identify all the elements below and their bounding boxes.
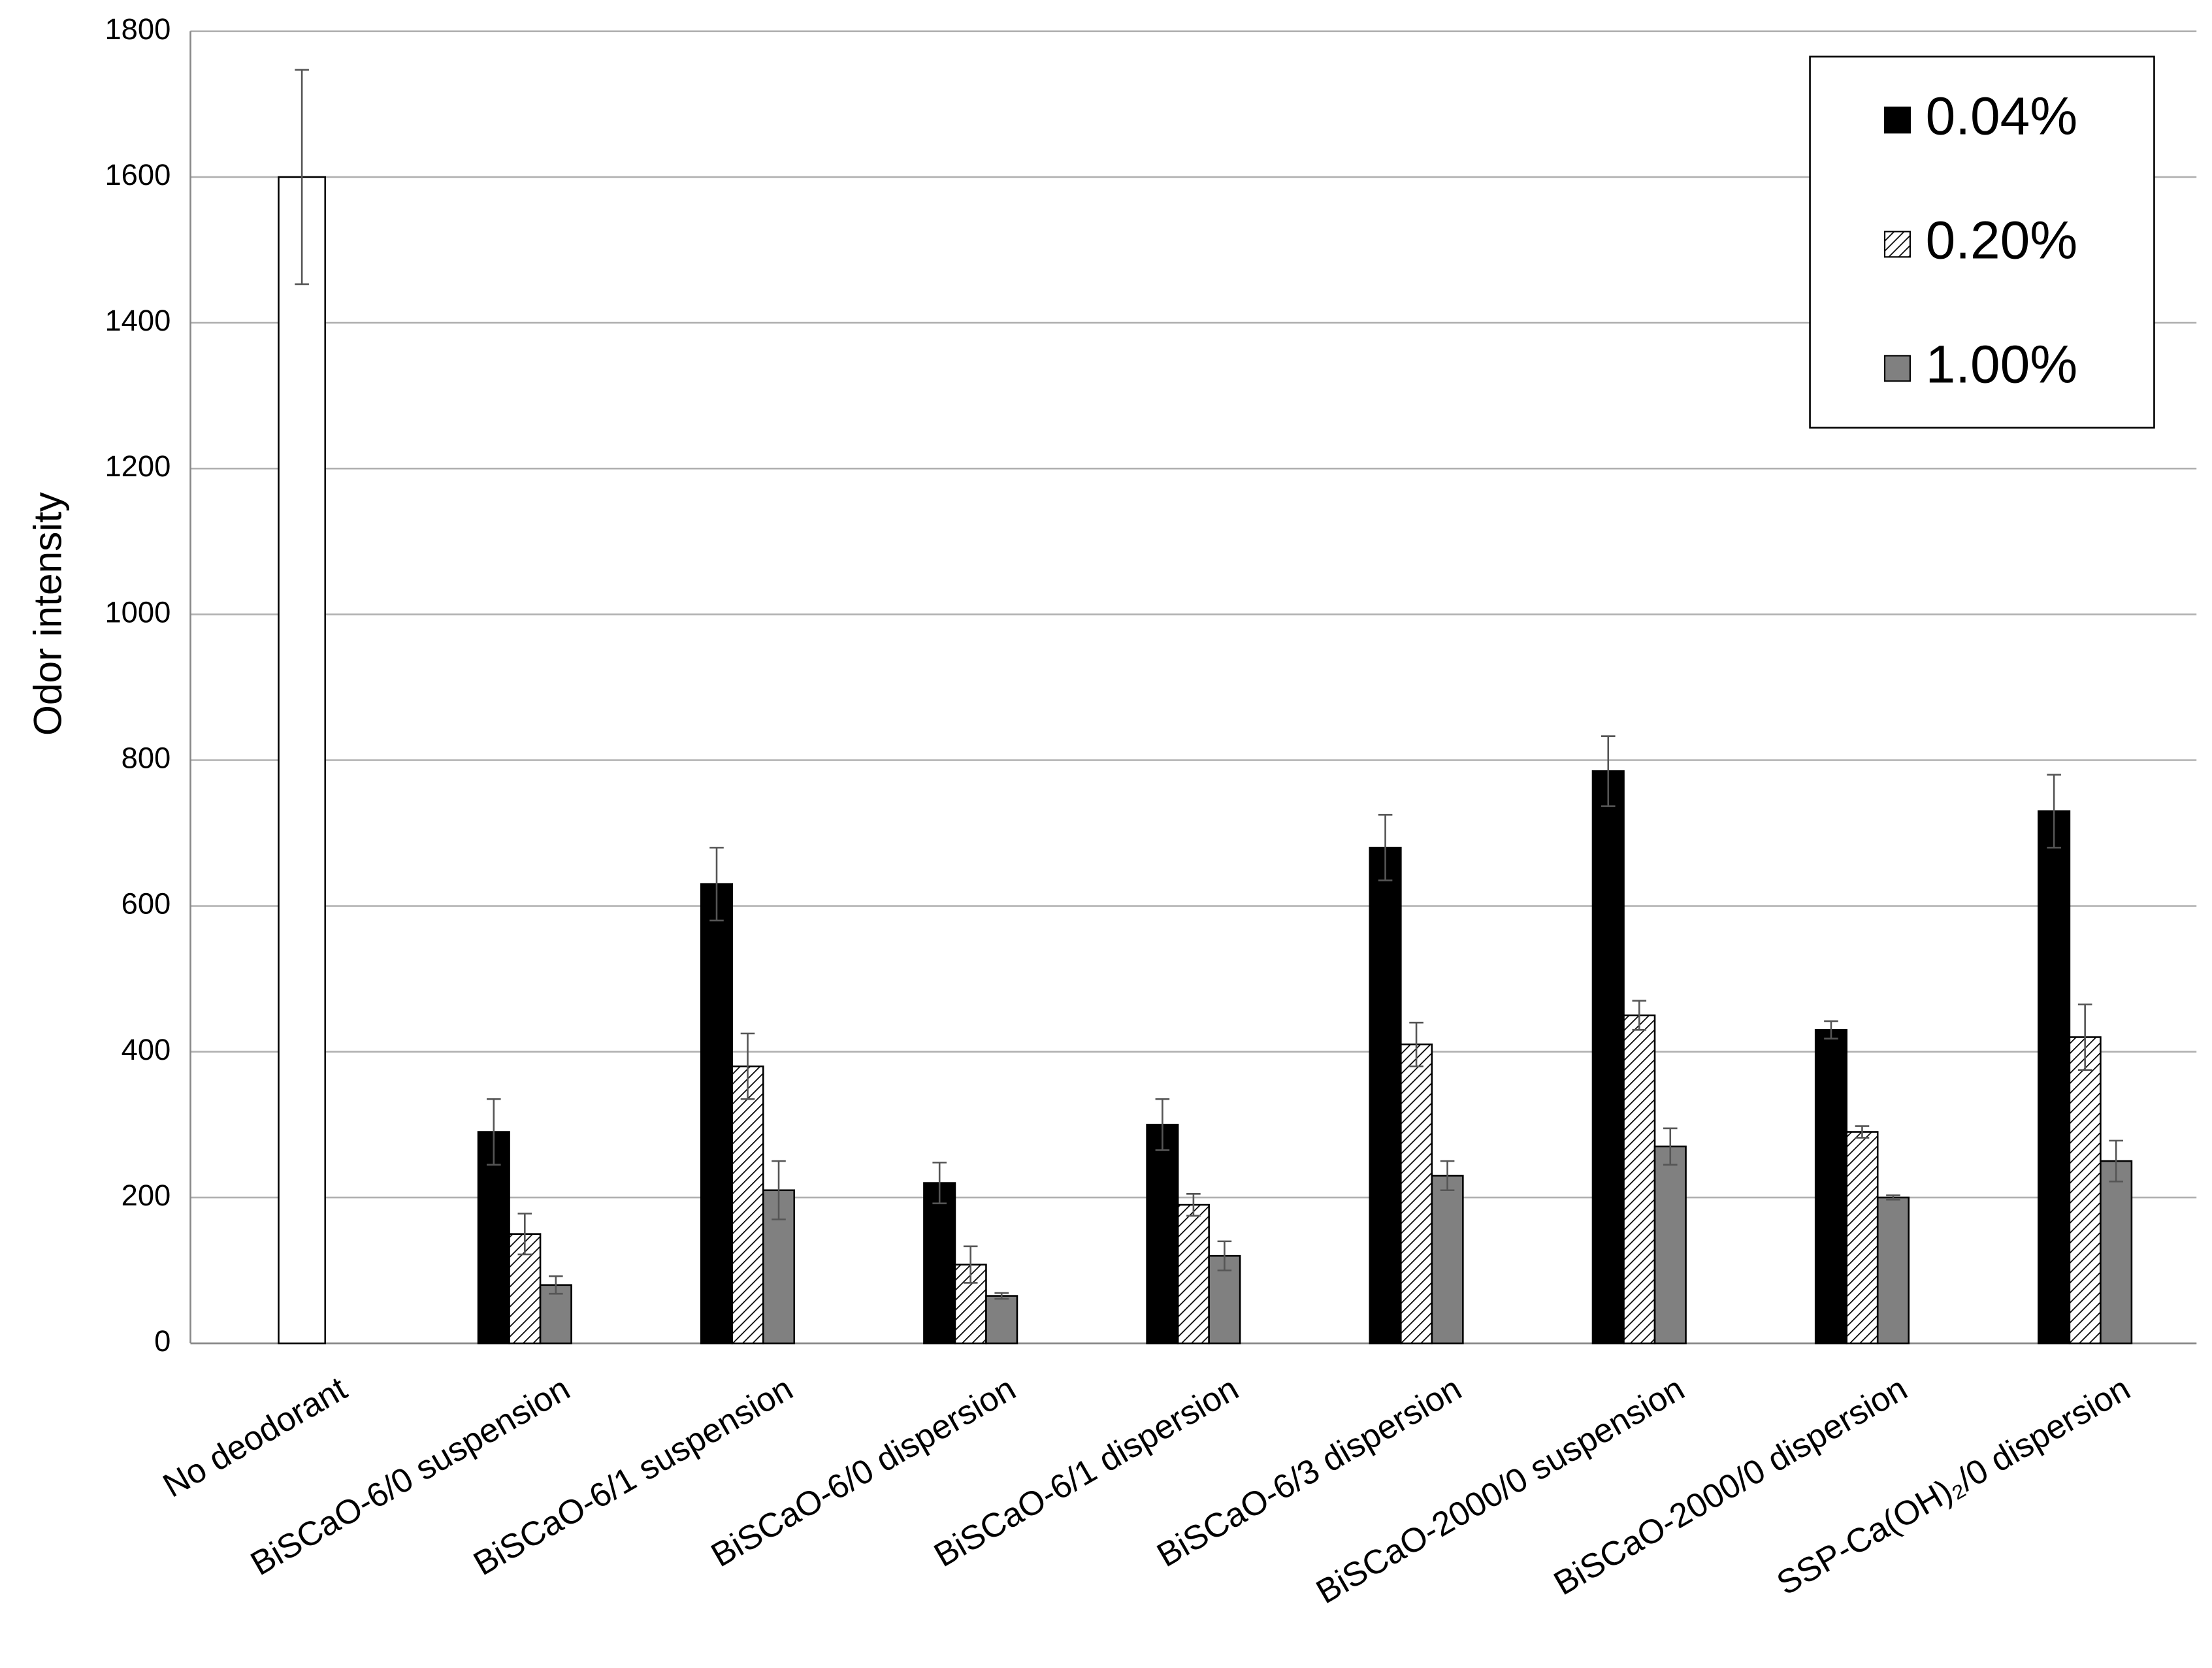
error-bar xyxy=(1886,1194,1900,1201)
bar xyxy=(2100,1160,2133,1345)
x-tick-label: SSP-Ca(OH)₂/0 dispersion xyxy=(1770,1369,2136,1602)
error-bar xyxy=(1409,1021,1423,1068)
error-bar xyxy=(1155,1098,1170,1151)
y-tick-label: 1000 xyxy=(105,595,171,629)
bar xyxy=(2038,810,2071,1345)
bar xyxy=(700,883,734,1345)
error-bar xyxy=(740,1032,755,1100)
y-axis-label: Odor intensity xyxy=(25,491,70,736)
bar xyxy=(1591,770,1625,1345)
error-bar xyxy=(517,1213,532,1256)
x-tick-label: No deodorant xyxy=(156,1369,353,1505)
legend-label: 0.04% xyxy=(1926,86,2078,146)
legend-box xyxy=(1809,56,2155,429)
y-tick-label: 800 xyxy=(122,741,171,774)
bar xyxy=(477,1131,510,1345)
bar xyxy=(1369,847,1402,1345)
error-bar xyxy=(772,1160,786,1220)
error-bar xyxy=(1378,813,1393,881)
error-bar xyxy=(1855,1125,1870,1139)
bar xyxy=(1623,1014,1656,1345)
error-bar xyxy=(994,1292,1009,1300)
error-bar xyxy=(1217,1240,1232,1271)
y-tick-label: 400 xyxy=(122,1033,171,1066)
error-bar xyxy=(1186,1193,1201,1217)
bar xyxy=(1177,1203,1210,1345)
y-tick-label: 200 xyxy=(122,1179,171,1212)
bar xyxy=(278,176,327,1345)
bar xyxy=(731,1065,764,1345)
legend-label: 0.20% xyxy=(1926,211,2078,270)
bar xyxy=(985,1295,1018,1345)
error-bar xyxy=(295,69,309,286)
legend-swatch xyxy=(1883,106,1911,134)
error-bar xyxy=(963,1245,978,1284)
error-bar xyxy=(2109,1139,2123,1183)
error-bar xyxy=(932,1162,947,1205)
y-tick-label: 1200 xyxy=(105,450,171,483)
x-tick-label: BiSCaO-2000/0 dispersion xyxy=(1547,1369,1913,1602)
legend: 0.04% 0.20% 1.00% xyxy=(1809,56,2155,429)
error-bar xyxy=(1632,1000,1647,1031)
x-tick-label: BiSCaO-2000/0 suspension xyxy=(1310,1369,1691,1611)
error-bar xyxy=(1440,1160,1455,1192)
bar xyxy=(1431,1175,1464,1345)
y-tick-label: 0 xyxy=(154,1324,171,1358)
error-bar xyxy=(549,1275,563,1295)
bar xyxy=(1846,1131,1879,1345)
error-bar xyxy=(2077,1003,2092,1071)
y-tick-label: 1800 xyxy=(105,12,171,46)
error-bar xyxy=(1663,1127,1678,1166)
y-tick-label: 1600 xyxy=(105,158,171,191)
bar xyxy=(1876,1196,1910,1345)
legend-swatch xyxy=(1883,355,1911,382)
error-bar xyxy=(1824,1020,1838,1039)
error-bar xyxy=(709,847,724,922)
bar xyxy=(2068,1036,2102,1345)
bar xyxy=(1400,1043,1433,1345)
bar xyxy=(923,1182,956,1345)
error-bar xyxy=(1601,735,1616,808)
error-bar xyxy=(487,1098,501,1166)
bar xyxy=(1653,1145,1687,1345)
legend-swatch xyxy=(1883,231,1911,258)
error-bar xyxy=(2047,774,2061,849)
bar xyxy=(1814,1029,1848,1345)
y-tick-label: 600 xyxy=(122,887,171,921)
legend-label: 1.00% xyxy=(1926,335,2078,395)
y-tick-label: 1400 xyxy=(105,304,171,337)
bar xyxy=(1146,1124,1179,1345)
